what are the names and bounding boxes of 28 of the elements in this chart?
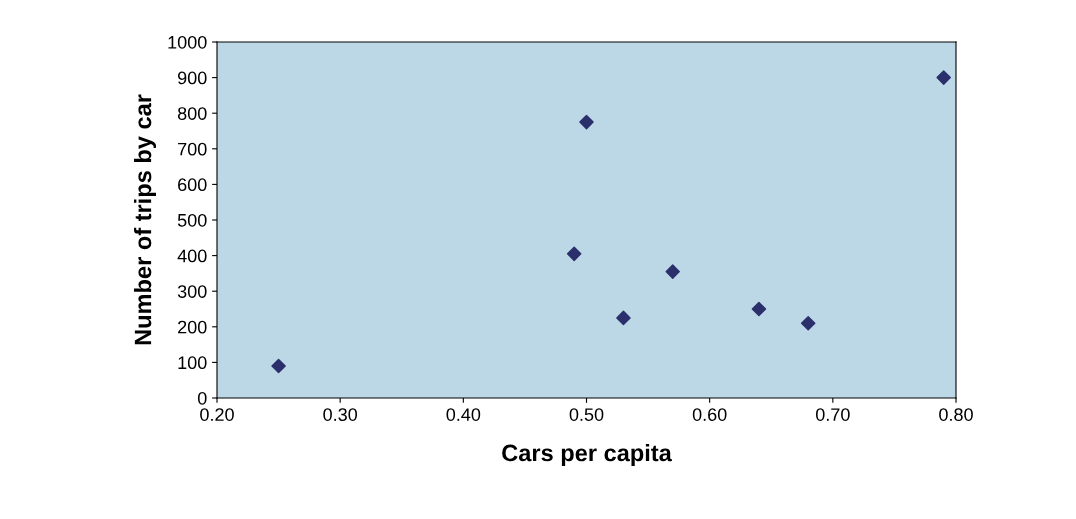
x-tick-label: 0.20 bbox=[200, 408, 234, 421]
x-tick-label: 0.70 bbox=[815, 408, 850, 421]
y-tick-label: 0 bbox=[197, 391, 207, 405]
y-tick-label: 300 bbox=[177, 285, 207, 298]
y-tick-label: 700 bbox=[178, 142, 207, 156]
point bbox=[271, 358, 286, 374]
y-tick-label: 1000 bbox=[168, 35, 207, 49]
point bbox=[616, 310, 631, 326]
y-tick-label: 600 bbox=[178, 178, 207, 192]
y-tick-label: 500 bbox=[177, 213, 207, 227]
point bbox=[579, 114, 594, 130]
y-tick-label: 100 bbox=[178, 356, 207, 370]
x-tick-label: 0.50 bbox=[569, 408, 604, 421]
x-tick-label: 0.80 bbox=[939, 408, 973, 421]
point bbox=[936, 70, 951, 85]
point bbox=[751, 301, 767, 317]
point bbox=[566, 246, 582, 262]
y-axis-title: Number of trips by car bbox=[133, 94, 156, 345]
y-tick-label: 200 bbox=[178, 320, 207, 334]
x-tick-label: 0.30 bbox=[323, 408, 358, 421]
y-tick-label: 400 bbox=[177, 249, 207, 263]
y-tick-label: 800 bbox=[177, 107, 207, 120]
point bbox=[800, 315, 816, 331]
y-tick-label: 900 bbox=[178, 71, 207, 85]
x-tick-label: 0.40 bbox=[446, 408, 481, 421]
x-axis-title: Cars per capita bbox=[502, 444, 672, 467]
point bbox=[665, 264, 680, 279]
x-tick-label: 0.60 bbox=[692, 408, 727, 421]
